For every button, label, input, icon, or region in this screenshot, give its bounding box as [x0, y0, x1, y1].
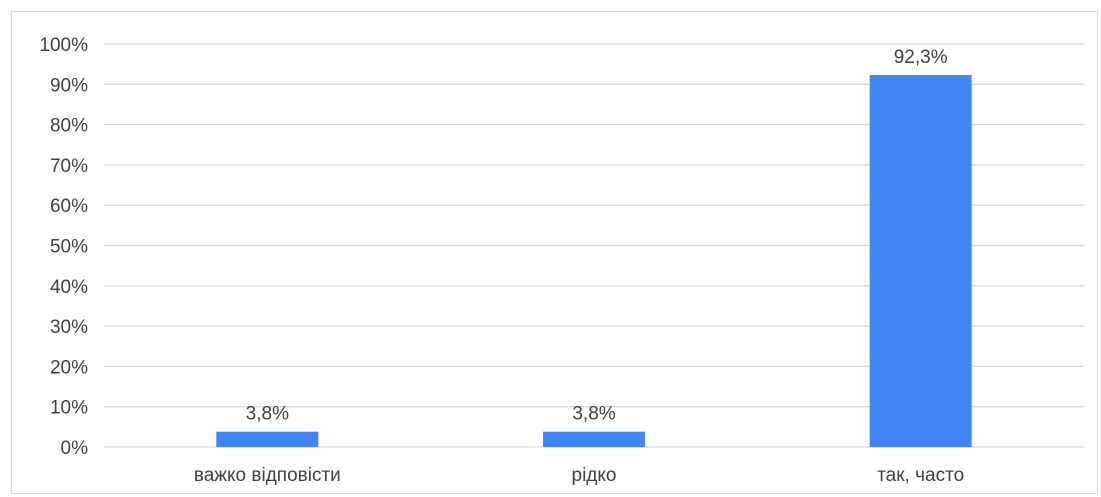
y-tick-label: 30%	[50, 317, 88, 338]
bars	[216, 75, 972, 447]
data-labels: 3,8% 3,8% 92,3%	[246, 47, 948, 425]
data-label: 92,3%	[894, 47, 948, 68]
data-label: 3,8%	[572, 404, 615, 425]
bar	[869, 75, 972, 447]
bar	[543, 431, 645, 447]
x-category-label: так, часто	[877, 465, 964, 486]
x-category-label: рідко	[572, 465, 617, 486]
y-tick-label: 10%	[50, 398, 88, 419]
y-tick-label: 50%	[50, 237, 88, 258]
data-label: 3,8%	[246, 404, 289, 425]
y-tick-label: 0%	[61, 438, 89, 459]
bar	[216, 431, 319, 447]
x-axis-category-labels: важко відповісти рідко так, часто	[194, 465, 964, 486]
y-tick-label: 70%	[50, 156, 88, 177]
y-axis-tick-labels: 0% 10% 20% 30% 40% 50% 60% 70% 80% 90% 100%	[39, 35, 88, 459]
y-tick-label: 100%	[39, 35, 88, 56]
y-tick-label: 90%	[50, 75, 88, 96]
y-tick-label: 40%	[50, 277, 88, 298]
y-tick-label: 80%	[50, 116, 88, 137]
y-tick-label: 60%	[50, 196, 88, 217]
y-tick-label: 20%	[50, 357, 88, 378]
x-category-label: важко відповісти	[194, 465, 341, 486]
